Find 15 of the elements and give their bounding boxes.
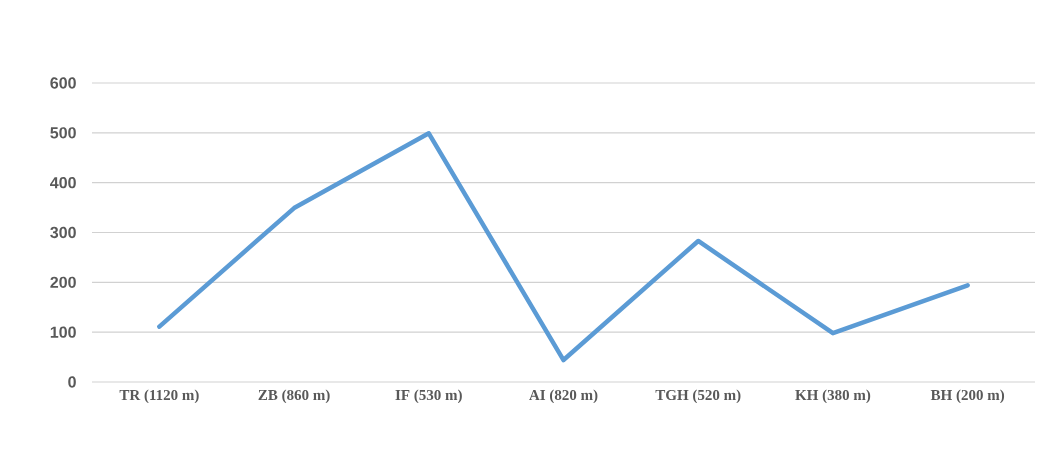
y-tick-label: 300: [50, 226, 76, 239]
x-tick-label: IF (530 m): [395, 389, 462, 404]
y-tick-label: 600: [50, 77, 76, 89]
x-tick-label: AI (820 m): [529, 389, 598, 404]
y-tick-label: 500: [50, 127, 76, 139]
x-tick-label: KH (380 m): [795, 389, 871, 404]
y-tick-label: 400: [50, 176, 76, 189]
x-tick-label: TR (1120 m): [119, 389, 199, 404]
x-tick-label: ZB (860 m): [258, 389, 330, 404]
y-tick-label: 200: [50, 276, 76, 288]
y-tick-label: 100: [50, 326, 76, 338]
y-tick-label: 0: [68, 376, 76, 388]
line-series: [157, 131, 970, 363]
x-tick-label: TGH (520 m): [655, 389, 741, 404]
x-tick-label: BH (200 m): [930, 389, 1005, 404]
